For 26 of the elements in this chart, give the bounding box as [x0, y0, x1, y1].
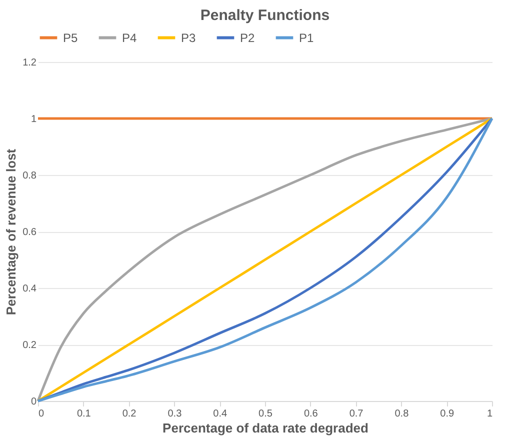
y-tick-label: 0.6: [22, 227, 37, 238]
x-tick-label: 0.9: [440, 408, 454, 420]
x-tick-label: 0.1: [76, 408, 92, 420]
x-tick-label: 0.7: [349, 408, 364, 420]
y-tick-label: 0.4: [22, 284, 37, 294]
y-tick-label: 1.2: [22, 58, 37, 68]
x-tick-label: 0.5: [258, 408, 273, 420]
x-tick-label: 0.3: [168, 408, 182, 420]
legend-label: P3: [181, 30, 196, 45]
legend-label: P4: [122, 30, 138, 45]
legend-label: P5: [63, 30, 78, 45]
x-tick-label: 0.4: [213, 408, 228, 420]
y-tick-label: 1: [30, 114, 37, 125]
legend-label: P2: [240, 30, 256, 45]
x-tick-label: 0.2: [122, 408, 137, 420]
x-tick-label: 0: [38, 408, 44, 420]
x-tick-label: 0.6: [304, 408, 318, 420]
x-tick-label: 1: [486, 408, 493, 420]
y-tick-label: 0.2: [22, 340, 37, 351]
legend-label: P1: [299, 30, 314, 45]
x-tick-label: 0.8: [394, 408, 410, 420]
chart-title: Penalty Functions: [200, 7, 330, 24]
y-tick-label: 0.8: [22, 170, 37, 182]
y-axis-title: Percentage of revenue lost: [4, 148, 19, 316]
x-axis-title: Percentage of data rate degraded: [162, 420, 369, 436]
y-tick-label: 0: [30, 396, 37, 408]
